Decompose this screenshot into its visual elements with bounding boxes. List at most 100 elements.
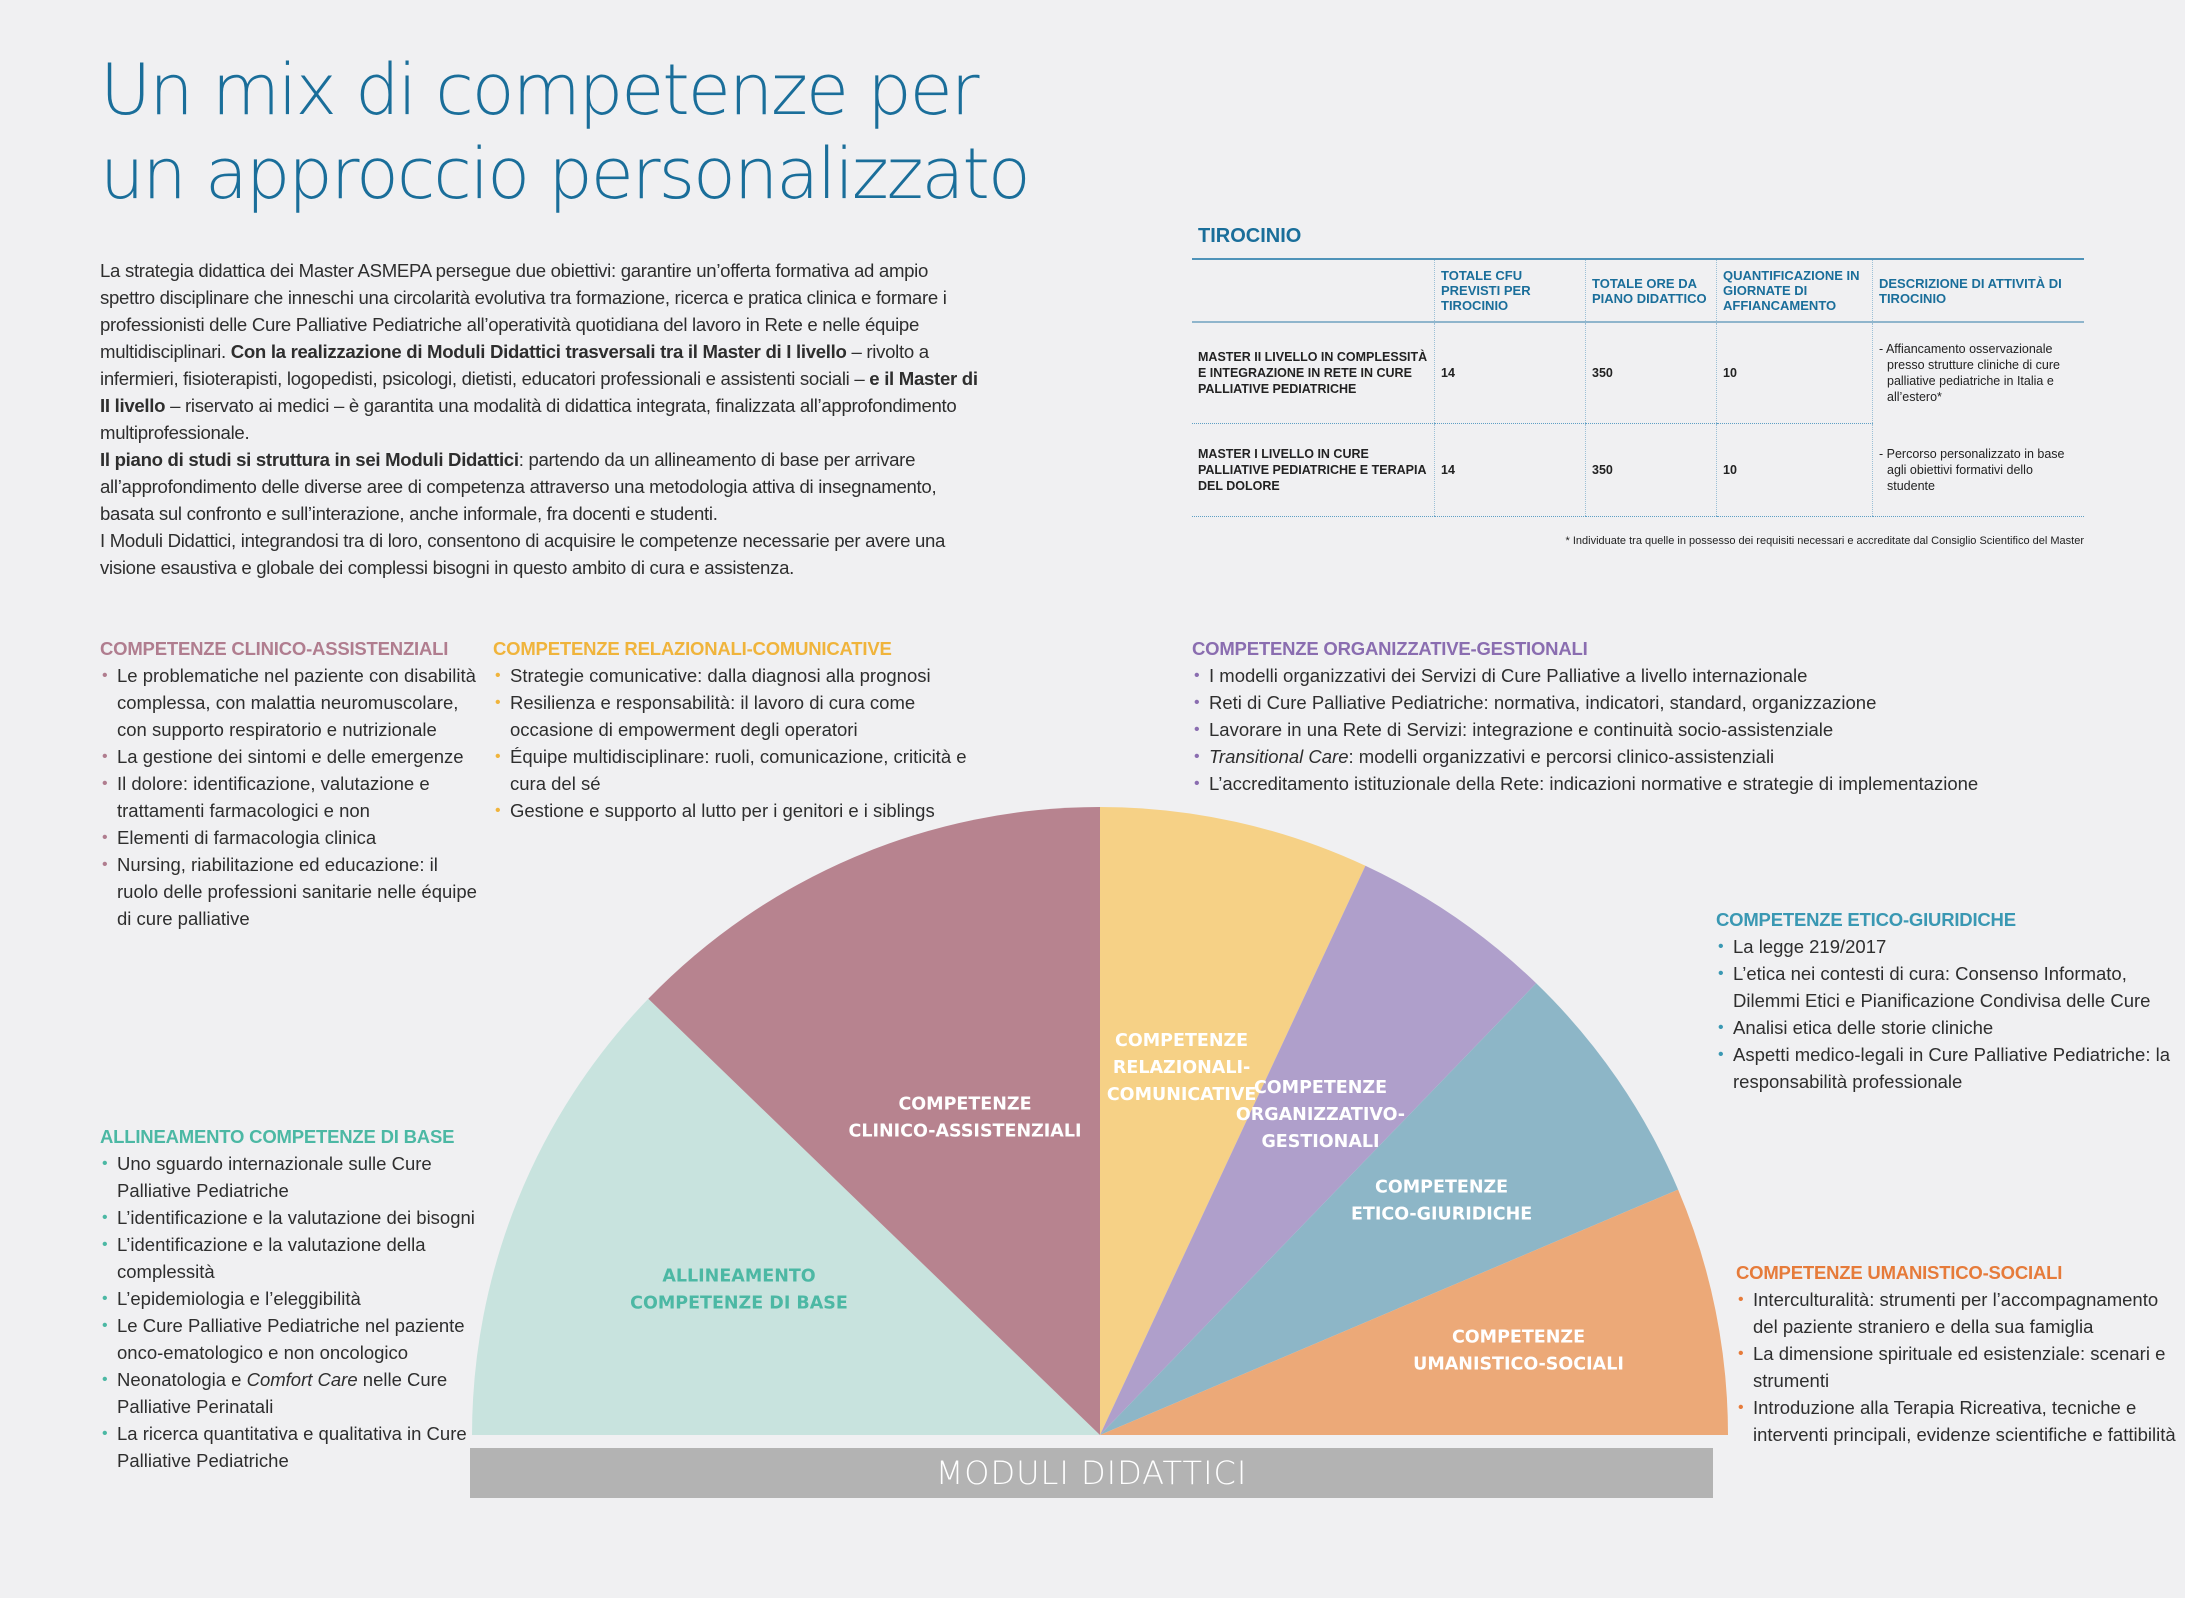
list-item: • La gestione dei sintomi e delle emergen… xyxy=(100,743,480,770)
intro-text-run: – riservato ai medici – è garantita una … xyxy=(100,395,957,443)
competenze-organizzative-section: COMPETENZE ORGANIZZATIVE-GESTIONALI • I m… xyxy=(1192,638,2092,797)
list-item: • L’identificazione e la valutazione dell… xyxy=(100,1231,490,1285)
list-item: • Le Cure Palliative Pediatriche nel pazi… xyxy=(100,1312,490,1366)
table-header-empty xyxy=(1192,258,1435,323)
list-item: • L’accreditamento istituzionale della Re… xyxy=(1192,770,2092,797)
list-item-text: L’accreditamento istituzionale della Ret… xyxy=(1209,773,1979,794)
bullet-icon: • xyxy=(1194,667,1200,684)
list-item: • Interculturalità: strumenti per l’accom… xyxy=(1736,1286,2176,1340)
bullet-icon: • xyxy=(102,1209,108,1226)
tirocinio-footnote: * Individuate tra quelle in possesso dei… xyxy=(1565,535,2085,547)
list-item: • Resilienza e responsabilità: il lavoro … xyxy=(493,689,973,743)
list-item: • L’etica nei contesti di cura: Consenso … xyxy=(1716,960,2185,1014)
list-item-text: Équipe multidisciplinare: ruoli, comunic… xyxy=(510,746,967,794)
row-ore: 350 xyxy=(1585,322,1717,424)
bullet-icon: • xyxy=(1718,965,1724,982)
bullet-icon: • xyxy=(1718,1046,1724,1063)
chart-segment-6 xyxy=(1100,1189,1728,1435)
table-header-descrizione: DESCRIZIONE DI ATTIVITÀ DI TIROCINIO xyxy=(1872,258,2084,323)
list-item-text: Gestione e supporto al lutto per i genit… xyxy=(510,800,935,821)
list-item: • Le problematiche nel paziente con disab… xyxy=(100,662,480,743)
list-item: • Lavorare in una Rete di Servizi: integr… xyxy=(1192,716,2092,743)
bullet-icon: • xyxy=(102,775,108,792)
bullet-icon: • xyxy=(1194,721,1200,738)
row-cfu: 14 xyxy=(1434,322,1586,424)
list-item: • Nursing, riabilitazione ed educazione: … xyxy=(100,851,480,932)
table-row: MASTER I LIVELLO IN CURE PALLIATIVE PEDI… xyxy=(1192,423,2084,517)
intro-text: La strategia didattica dei Master ASMEPA… xyxy=(100,257,980,581)
bullet-icon: • xyxy=(1194,775,1200,792)
bullet-icon: • xyxy=(102,1371,108,1388)
list-item-italic: Transitional Care xyxy=(1209,746,1349,767)
list-item-text: La gestione dei sintomi e delle emergenz… xyxy=(117,746,464,767)
list-item-text: Lavorare in una Rete di Servizi: integra… xyxy=(1209,719,1834,740)
intro-paragraph-1: La strategia didattica dei Master ASMEPA… xyxy=(100,257,980,446)
list-item: • Neonatologia e Comfort Care nelle Cure … xyxy=(100,1366,490,1420)
moduli-didattici-bar: MODULI DIDATTICI xyxy=(470,1448,1713,1498)
competenze-umanistico-title: COMPETENZE UMANISTICO-SOCIALI xyxy=(1736,1262,2063,1283)
page-title-line2: un approccio personalizzato xyxy=(100,133,1031,215)
competenze-clinico-title: COMPETENZE CLINICO-ASSISTENZIALI xyxy=(100,638,449,659)
intro-bold-run: e il Master di II livello xyxy=(100,368,978,416)
chart-segment-2 xyxy=(648,807,1100,1435)
list-item: • La dimensione spirituale ed esistenzial… xyxy=(1736,1340,2176,1394)
list-item: • Strategie comunicative: dalla diagnosi … xyxy=(493,662,973,689)
list-item-text: Neonatologia e xyxy=(117,1369,247,1390)
list-item-text: Aspetti medico-legali in Cure Palliative… xyxy=(1733,1044,2171,1092)
list-item-text: : modelli organizzativi e percorsi clini… xyxy=(1348,746,1775,767)
bullet-icon: • xyxy=(102,667,108,684)
competenze-relazionali-section: COMPETENZE RELAZIONALI-COMUNICATIVE • Str… xyxy=(493,638,973,824)
bullet-icon: • xyxy=(1194,748,1200,765)
list-item: • I modelli organizzativi dei Servizi di … xyxy=(1192,662,2092,689)
bullet-icon: • xyxy=(1738,1291,1744,1308)
list-item: • Équipe multidisciplinare: ruoli, comuni… xyxy=(493,743,973,797)
bullet-icon: • xyxy=(102,1317,108,1334)
intro-text-run: La strategia didattica dei Master ASMEPA… xyxy=(100,260,947,362)
list-item-text: Il dolore: identificazione, valutazione … xyxy=(117,773,430,821)
list-item-text: Elementi di farmacologia clinica xyxy=(117,827,377,848)
bullet-icon: • xyxy=(102,1236,108,1253)
list-item: • Il dolore: identificazione, valutazione… xyxy=(100,770,480,824)
list-item: • Uno sguardo internazionale sulle Cure P… xyxy=(100,1150,490,1204)
chart-segment-4 xyxy=(1100,865,1537,1435)
list-item: • Analisi etica delle storie cliniche xyxy=(1716,1014,2185,1041)
list-item: • La legge 219/2017 xyxy=(1716,933,2185,960)
list-item-text: Resilienza e responsabilità: il lavoro d… xyxy=(510,692,916,740)
descrizione-item: - Percorso personalizzato in base agli o… xyxy=(1879,446,2065,493)
page-title: Un mix di competenze per un approccio pe… xyxy=(100,48,1100,216)
chart-segment-1 xyxy=(472,998,1100,1435)
row-giornate: 10 xyxy=(1716,322,1873,424)
bullet-icon: • xyxy=(102,1155,108,1172)
competenze-etico-list: • La legge 219/2017 • L’etica nei contesti … xyxy=(1716,933,2185,1095)
page-title-line1: Un mix di competenze per xyxy=(100,49,980,131)
list-item-text: L’etica nei contesti di cura: Consenso I… xyxy=(1733,963,2151,1011)
competenze-umanistico-list: • Interculturalità: strumenti per l’accom… xyxy=(1736,1286,2176,1448)
list-item-text: I modelli organizzativi dei Servizi di C… xyxy=(1209,665,1808,686)
bullet-icon: • xyxy=(1738,1345,1744,1362)
bullet-icon: • xyxy=(1194,694,1200,711)
chart-segment-5 xyxy=(1100,983,1679,1435)
list-item-text: Reti di Cure Palliative Pediatriche: nor… xyxy=(1209,692,1877,713)
list-item-text: Introduzione alla Terapia Ricreativa, te… xyxy=(1753,1397,2176,1445)
bullet-icon: • xyxy=(495,667,501,684)
bullet-icon: • xyxy=(102,1290,108,1307)
tirocinio-title: TIROCINIO xyxy=(1198,225,1302,247)
list-item: • Introduzione alla Terapia Ricreativa, t… xyxy=(1736,1394,2176,1448)
list-item-text: Nursing, riabilitazione ed educazione: i… xyxy=(117,854,477,929)
competenze-organizzative-title: COMPETENZE ORGANIZZATIVE-GESTIONALI xyxy=(1192,638,1588,659)
bullet-icon: • xyxy=(102,1425,108,1442)
list-item: • Transitional Care: modelli organizzativ… xyxy=(1192,743,2092,770)
list-item-text: Strategie comunicative: dalla diagnosi a… xyxy=(510,665,931,686)
list-item: • La ricerca quantitativa e qualitativa i… xyxy=(100,1420,490,1474)
list-item-text: La legge 219/2017 xyxy=(1733,936,1887,957)
competenze-base-section: ALLINEAMENTO COMPETENZE DI BASE • Uno sgu… xyxy=(100,1126,490,1474)
list-item-text: L’identificazione e la valutazione dei b… xyxy=(117,1207,475,1228)
table-row: MASTER II LIVELLO IN COMPLESSITÀ E INTEG… xyxy=(1192,322,2084,424)
intro-paragraph-2: Il piano di studi si struttura in sei Mo… xyxy=(100,446,980,527)
list-item-text: nelle Cure Palliative Perinatali xyxy=(117,1369,448,1417)
list-item-text: Uno sguardo internazionale sulle Cure Pa… xyxy=(117,1153,432,1201)
row-label: MASTER I LIVELLO IN CURE PALLIATIVE PEDI… xyxy=(1192,423,1435,517)
competenze-etico-section: COMPETENZE ETICO-GIURIDICHE • La legge 21… xyxy=(1716,909,2185,1095)
list-item: • Aspetti medico-legali in Cure Palliativ… xyxy=(1716,1041,2185,1095)
